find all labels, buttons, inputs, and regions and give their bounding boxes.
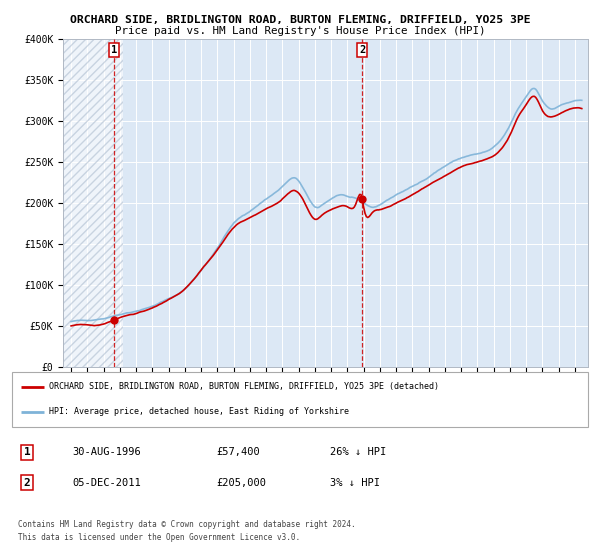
Text: £57,400: £57,400	[216, 447, 260, 458]
Text: ORCHARD SIDE, BRIDLINGTON ROAD, BURTON FLEMING, DRIFFIELD, YO25 3PE: ORCHARD SIDE, BRIDLINGTON ROAD, BURTON F…	[70, 15, 530, 25]
Text: 1: 1	[112, 45, 118, 55]
Text: 1: 1	[23, 447, 31, 458]
Text: This data is licensed under the Open Government Licence v3.0.: This data is licensed under the Open Gov…	[18, 533, 300, 542]
Text: 2: 2	[359, 45, 365, 55]
Text: 26% ↓ HPI: 26% ↓ HPI	[330, 447, 386, 458]
Text: 2: 2	[23, 478, 31, 488]
Text: 30-AUG-1996: 30-AUG-1996	[72, 447, 141, 458]
FancyBboxPatch shape	[12, 372, 588, 427]
Text: Price paid vs. HM Land Registry's House Price Index (HPI): Price paid vs. HM Land Registry's House …	[115, 26, 485, 36]
Text: HPI: Average price, detached house, East Riding of Yorkshire: HPI: Average price, detached house, East…	[49, 408, 349, 417]
Text: Contains HM Land Registry data © Crown copyright and database right 2024.: Contains HM Land Registry data © Crown c…	[18, 520, 356, 529]
Text: ORCHARD SIDE, BRIDLINGTON ROAD, BURTON FLEMING, DRIFFIELD, YO25 3PE (detached): ORCHARD SIDE, BRIDLINGTON ROAD, BURTON F…	[49, 382, 439, 391]
Text: £205,000: £205,000	[216, 478, 266, 488]
Text: 3% ↓ HPI: 3% ↓ HPI	[330, 478, 380, 488]
Text: 05-DEC-2011: 05-DEC-2011	[72, 478, 141, 488]
